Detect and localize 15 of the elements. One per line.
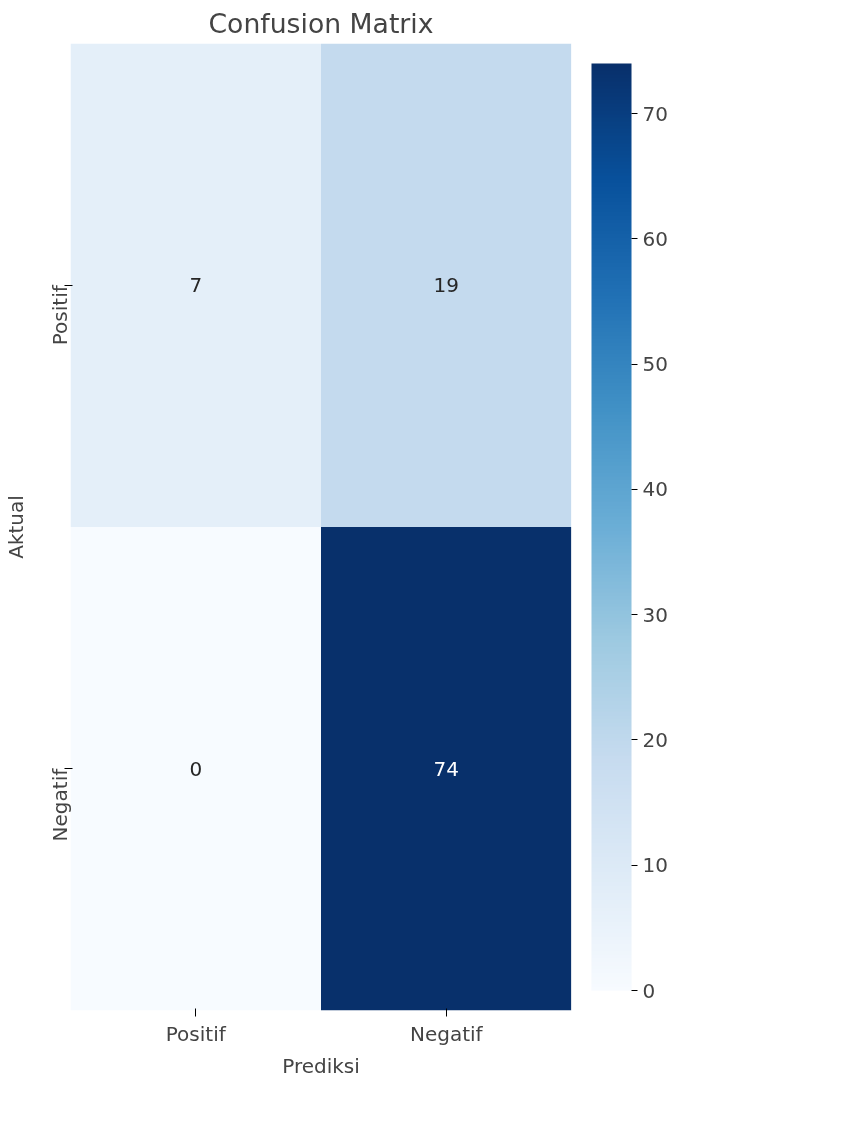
color-bar-label: 70 — [642, 101, 668, 126]
data-label: 0 — [189, 756, 203, 781]
color-bar-label: 60 — [642, 226, 668, 251]
data-label: 7 — [189, 273, 203, 298]
data-label: 74 — [433, 756, 459, 781]
color-bar-label: 20 — [642, 727, 668, 752]
color-bar-label: 10 — [642, 853, 668, 878]
color-bar-label: 50 — [642, 352, 668, 377]
chart-title: Confusion Matrix — [208, 7, 434, 39]
x-axis-title: Prediksi — [282, 1053, 360, 1078]
color-bar-label: 40 — [642, 477, 668, 502]
color-bar-label: 30 — [642, 602, 668, 627]
data-label: 19 — [433, 273, 459, 298]
y-axis-title: Aktual — [3, 495, 28, 559]
color-bar-label: 0 — [642, 978, 656, 1003]
